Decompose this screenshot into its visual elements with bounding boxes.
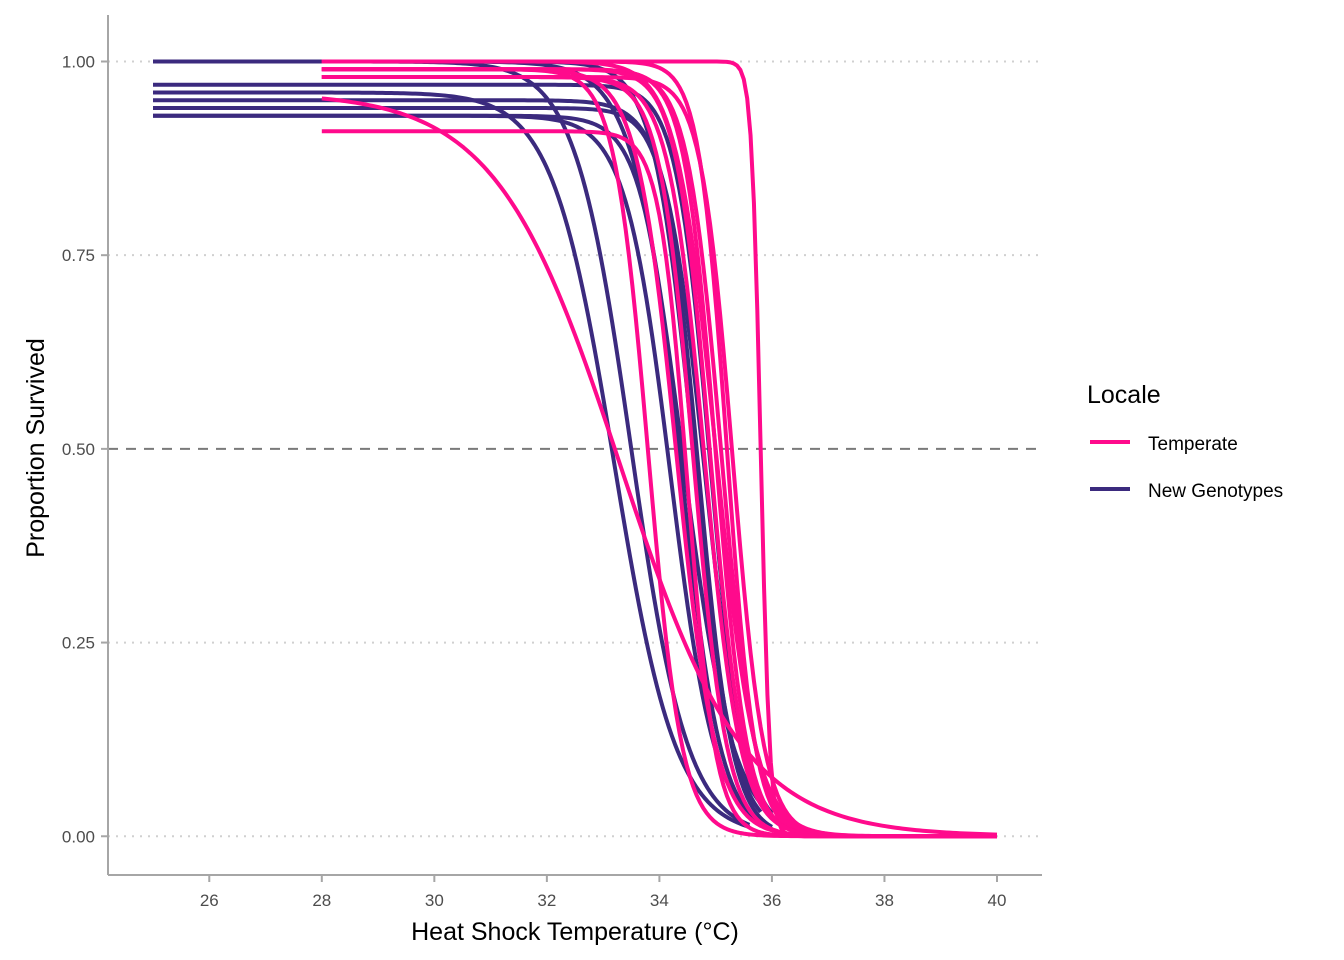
x-tick-label: 38 [875, 891, 894, 910]
temperate-curve [321, 129, 997, 839]
legend-label-temperate: Temperate [1148, 434, 1238, 455]
legend-item-new-genotypes: New Genotypes [1090, 481, 1283, 502]
y-tick-label: 0.00 [62, 827, 95, 846]
temperate-curve [321, 74, 997, 839]
legend-label-new-genotypes: New Genotypes [1148, 481, 1283, 502]
x-tick-label: 26 [200, 891, 219, 910]
x-tick-label: 40 [988, 891, 1007, 910]
axes [107, 15, 1042, 876]
x-tick-label: 36 [762, 891, 781, 910]
x-ticks: 26 28 30 32 34 36 38 40 [200, 875, 1007, 910]
survival-curves [153, 59, 998, 839]
temperate-curve [321, 96, 998, 837]
y-tick-label: 0.75 [62, 246, 95, 265]
x-tick-label: 30 [425, 891, 444, 910]
new-genotype-curve [153, 113, 746, 811]
x-axis-title: Heat Shock Temperature (°C) [411, 918, 739, 946]
x-tick-label: 32 [537, 891, 556, 910]
x-tick-label: 28 [312, 891, 331, 910]
y-axis-title: Proportion Survived [22, 338, 50, 558]
y-tick-label: 0.25 [62, 634, 95, 653]
new-genotype-curve [153, 113, 773, 831]
x-tick-label: 34 [650, 891, 669, 910]
legend: Locale Temperate New Genotypes [1087, 381, 1283, 502]
legend-item-temperate: Temperate [1090, 434, 1238, 455]
y-tick-label: 1.00 [62, 52, 95, 71]
temperate-curve [321, 74, 997, 839]
temperate-curve [321, 74, 997, 839]
new-genotype-curve [153, 82, 774, 819]
y-tick-label: 0.50 [62, 440, 95, 459]
y-ticks: 0.00 0.25 0.50 0.75 1.00 [62, 52, 108, 846]
new-genotype-curve [153, 90, 751, 829]
legend-title: Locale [1087, 381, 1161, 409]
